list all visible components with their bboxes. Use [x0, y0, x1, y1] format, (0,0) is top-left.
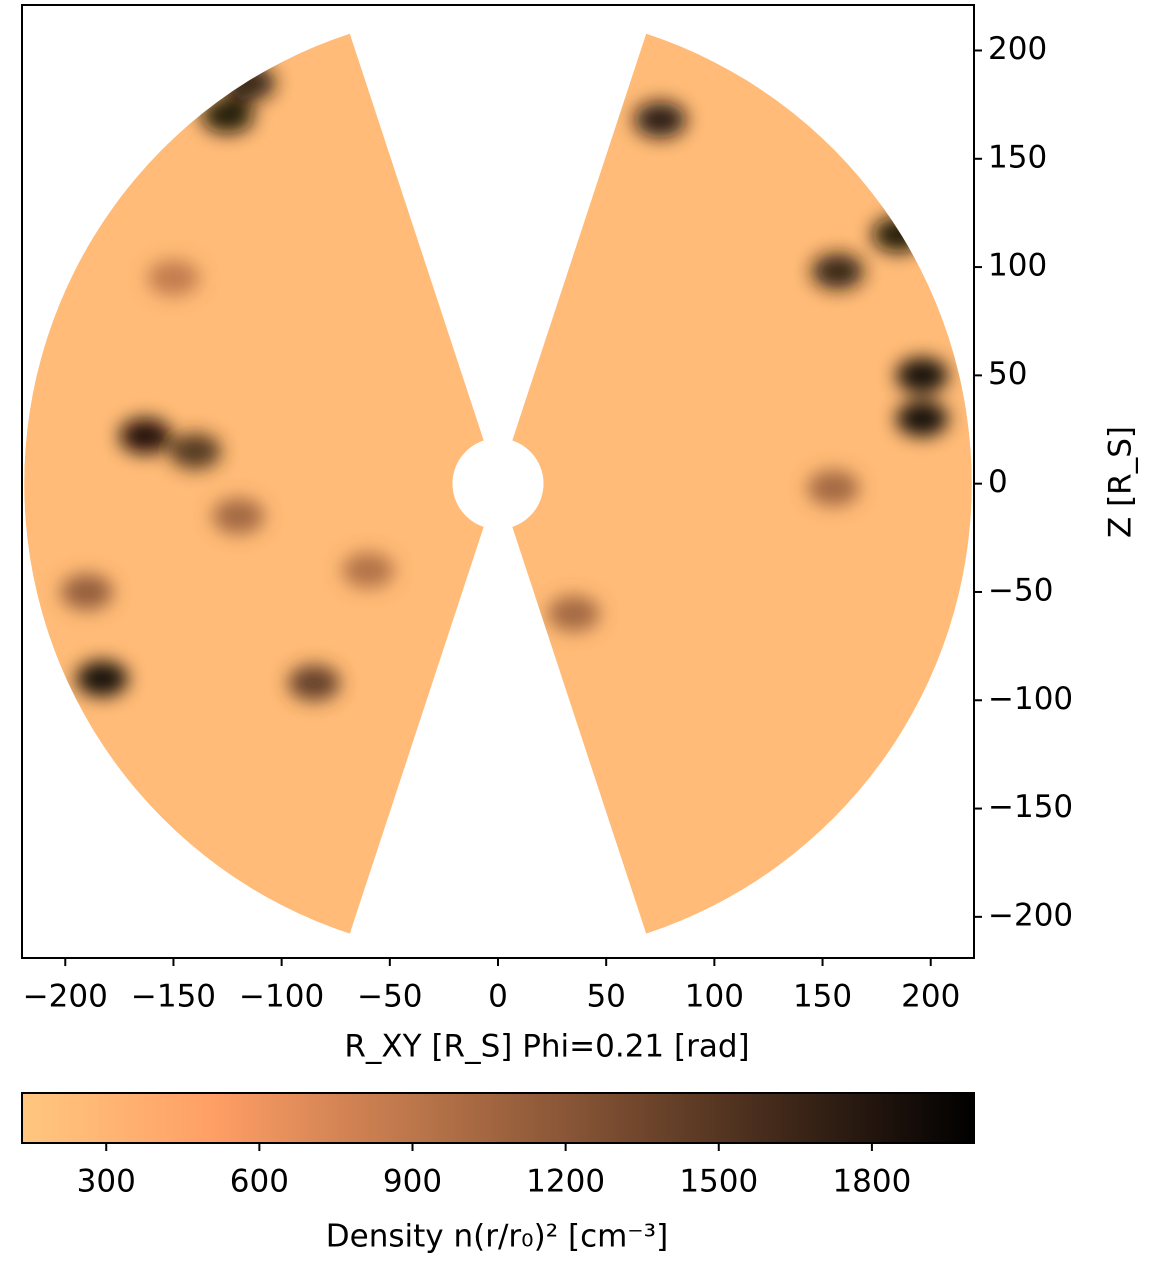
density-field [24, 33, 972, 934]
colorbar-tick-label: 1200 [526, 1164, 605, 1200]
density-feature [169, 433, 222, 470]
colorbar-tick-label: 1800 [832, 1164, 911, 1200]
colorbar-tick-label: 900 [383, 1164, 442, 1200]
colorbar-tick-label: 300 [77, 1164, 136, 1200]
density-feature [547, 595, 600, 632]
density-feature [634, 101, 687, 138]
density-feature [212, 498, 265, 535]
density-feature [342, 552, 395, 589]
y-tick-label: −200 [988, 897, 1073, 933]
density-feature [201, 97, 254, 134]
density-feature [288, 664, 341, 701]
colorbar-tick-label: 600 [230, 1164, 289, 1200]
density-feature [807, 469, 860, 506]
density-feature [896, 357, 949, 394]
field-features [60, 64, 949, 701]
x-tick-label: 200 [901, 979, 960, 1015]
colorbar-label: Density n(r/r₀)² [cm⁻³] [326, 1219, 668, 1255]
y-tick-label: 0 [988, 464, 1008, 500]
density-feature [60, 573, 113, 610]
density-feature [872, 216, 925, 253]
y-tick-label: 100 [988, 248, 1047, 284]
x-tick-label: −50 [357, 979, 422, 1015]
x-tick-label: 50 [586, 979, 625, 1015]
x-tick-label: −200 [23, 979, 108, 1015]
density-feature [811, 253, 864, 290]
colorbar [21, 1092, 975, 1144]
field-background [24, 33, 972, 934]
x-tick-label: −100 [239, 979, 324, 1015]
y-tick-label: −50 [988, 572, 1053, 608]
x-tick-label: 0 [488, 979, 508, 1015]
y-axis-label: Z [R_S] [1103, 426, 1139, 538]
y-tick-label: 200 [988, 31, 1047, 67]
x-tick-label: −150 [131, 979, 216, 1015]
colorbar-tick-label: 1500 [679, 1164, 758, 1200]
y-tick-label: −100 [988, 681, 1073, 717]
x-tick-label: 100 [685, 979, 744, 1015]
density-feature [896, 400, 949, 437]
y-tick-label: −150 [988, 789, 1073, 825]
density-feature [76, 660, 129, 697]
density-feature [223, 64, 276, 101]
density-feature [119, 418, 172, 455]
x-tick-label: 150 [793, 979, 852, 1015]
y-tick-label: 50 [988, 356, 1027, 392]
x-axis-label: R_XY [R_S] Phi=0.21 [rad] [344, 1029, 749, 1065]
y-tick-label: 150 [988, 139, 1047, 175]
density-feature [147, 259, 200, 296]
